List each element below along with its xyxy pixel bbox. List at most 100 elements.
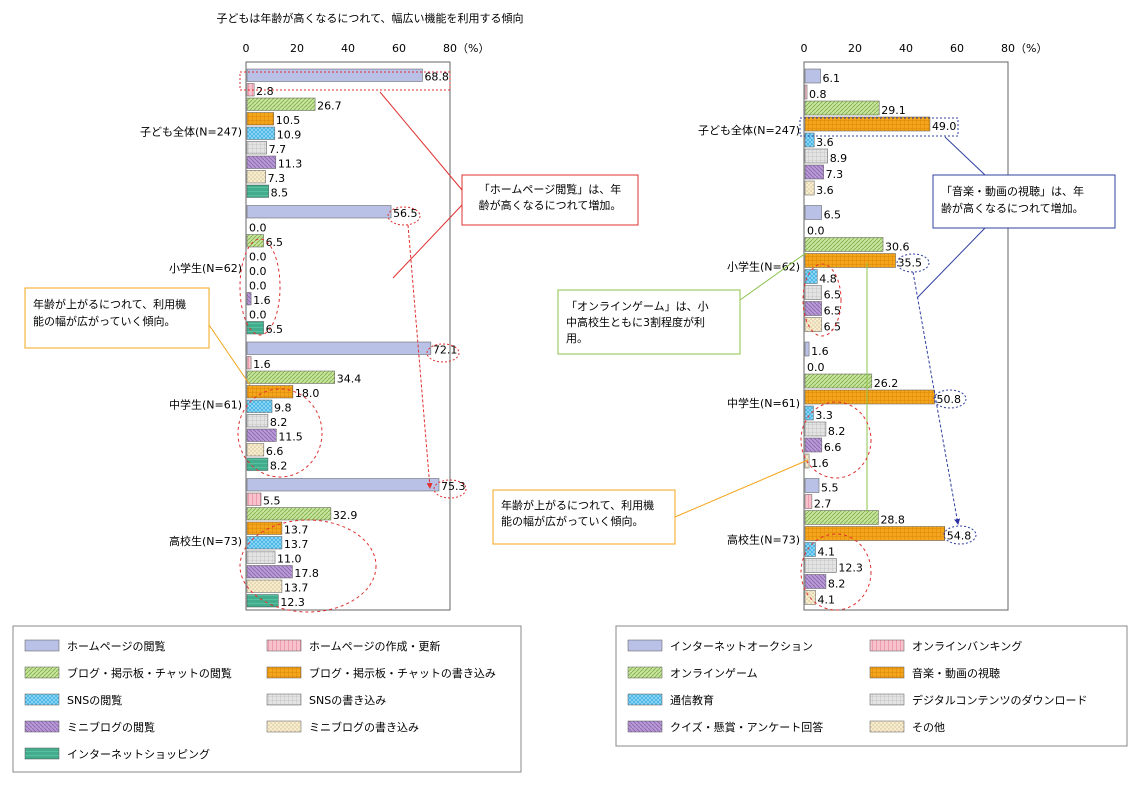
bar — [246, 370, 335, 384]
bar-value-label: 3.3 — [815, 409, 833, 422]
bar — [804, 301, 822, 316]
bar-value-label: 8.2 — [270, 416, 288, 429]
bar-value-label: 0.0 — [807, 225, 825, 238]
annotation-homepage: 「ホームページ閲覧」は、年齢が高くなるにつれて増加。 — [479, 182, 622, 212]
chart-left: 0 20 40 60 80（%） 子ども全体(N=247) 68.8 2.8 26.7 10.5 1… — [140, 42, 489, 611]
legend-label: 音楽・動画の視聴 — [912, 666, 1000, 680]
bar — [804, 421, 827, 437]
bar-value-label: 1.6 — [253, 294, 271, 307]
category-label: 子ども全体(N=247) — [140, 124, 242, 138]
bar-value-label: 11.0 — [277, 553, 302, 566]
bar-value-label: 49.0 — [932, 120, 957, 133]
bar-value-label: 34.4 — [337, 373, 362, 386]
bar — [246, 141, 267, 155]
legend-label: ホームページの閲覧 — [67, 639, 165, 653]
category-label: 子ども全体(N=247) — [698, 123, 800, 137]
bar — [804, 132, 815, 148]
bar-value-label: 0.0 — [249, 251, 267, 264]
legend-label: その他 — [912, 721, 945, 734]
bar — [246, 594, 279, 608]
legend-label: インターネットオークション — [670, 640, 813, 653]
bar-value-label: 6.5 — [266, 236, 284, 249]
bar-value-label: 0.0 — [807, 361, 825, 374]
bar-value-label: 6.5 — [824, 305, 842, 318]
bar — [246, 414, 269, 428]
bar-value-label: 32.9 — [333, 509, 358, 522]
bar-value-label: 0.8 — [809, 88, 827, 101]
bar — [804, 389, 935, 405]
bar — [804, 542, 816, 557]
bar — [804, 180, 815, 196]
bar — [246, 155, 277, 169]
bar-value-label: 68.8 — [424, 71, 449, 84]
legend-swatch — [266, 666, 302, 679]
annotations-left: 「ホームページ閲覧」は、年齢が高くなるにつれて増加。 年齢が上がるにつれて、利用… — [24, 71, 639, 613]
bar-value-label: 0.0 — [249, 222, 267, 235]
legend-swatch — [627, 666, 663, 679]
bar-value-label: 1.6 — [811, 457, 829, 470]
bar — [804, 574, 827, 589]
category-label: 高校生(N=73) — [169, 534, 242, 548]
bar — [804, 558, 837, 573]
x-tick-label: 40 — [341, 42, 355, 55]
bar-value-label: 8.2 — [828, 578, 846, 591]
bar-value-label: 8.5 — [271, 187, 289, 200]
legend-swatch — [24, 639, 60, 652]
legend-swatch — [627, 693, 663, 706]
x-tick-label: 20 — [848, 42, 862, 55]
bar-value-label: 7.7 — [269, 143, 287, 156]
bar-value-label: 7.3 — [826, 168, 844, 181]
bar-value-label: 28.8 — [880, 514, 905, 527]
bar-value-label: 2.8 — [256, 85, 274, 98]
category-label: 中学生(N=61) — [727, 396, 800, 410]
legend-label: オンラインバンキング — [912, 639, 1022, 653]
bar — [246, 292, 252, 306]
bar-value-label: 4.1 — [817, 546, 835, 559]
legend-swatch — [869, 639, 905, 652]
bar-value-label: 6.5 — [266, 323, 284, 336]
plot-frame — [245, 61, 451, 611]
bar — [804, 205, 822, 220]
legend-label: インターネットショッピング — [67, 747, 210, 761]
bar — [804, 148, 828, 164]
legend-swatch — [24, 693, 60, 706]
bar — [246, 205, 392, 219]
bar-value-label: 13.7 — [284, 524, 309, 537]
bar — [246, 428, 277, 442]
bar — [804, 285, 822, 300]
legend-swatch — [266, 693, 302, 706]
x-tick-label: 20 — [290, 42, 304, 55]
legend-swatch — [627, 720, 663, 733]
bar-value-label: 3.6 — [816, 136, 834, 149]
bar-value-label: 11.3 — [278, 158, 303, 171]
category-label: 小学生(N=62) — [727, 260, 800, 274]
bar-value-label: 17.8 — [294, 567, 319, 580]
annotation-online-game: 「オンラインゲーム」は、小中高校生ともに3割程度が利用。 — [566, 300, 709, 345]
bar — [246, 126, 276, 140]
bar — [246, 565, 293, 579]
bar-value-label: 10.9 — [277, 129, 302, 142]
bar — [804, 84, 808, 100]
annotations-right: 「音楽・動画の視聴」は、年齢が高くなるにつれて増加。 「オンラインゲーム」は、小… — [492, 117, 1116, 611]
bar-value-label: 75.3 — [441, 480, 466, 493]
bar-value-label: 35.5 — [898, 257, 923, 270]
bar — [804, 164, 824, 180]
x-tick-label: 40 — [899, 42, 913, 55]
x-tick-label: 80（%） — [443, 42, 489, 55]
bar — [246, 184, 269, 198]
bar-value-label: 30.6 — [885, 241, 910, 254]
bar-value-label: 1.6 — [811, 345, 829, 358]
legend-swatch — [24, 720, 60, 733]
bar-value-label: 0.0 — [249, 265, 267, 278]
plot-frame — [803, 61, 1009, 611]
bar — [804, 437, 823, 453]
bar-value-label: 13.7 — [284, 538, 309, 551]
legend-label: オンラインゲーム — [670, 667, 758, 680]
bar-value-label: 6.5 — [824, 289, 842, 302]
annotation-music: 「音楽・動画の視聴」は、年齢が高くなるにつれて増加。 — [941, 184, 1084, 215]
bar-value-label: 50.8 — [937, 393, 962, 406]
bar-value-label: 54.8 — [947, 530, 972, 543]
bar-value-label: 12.3 — [280, 596, 305, 609]
bar — [246, 536, 283, 550]
